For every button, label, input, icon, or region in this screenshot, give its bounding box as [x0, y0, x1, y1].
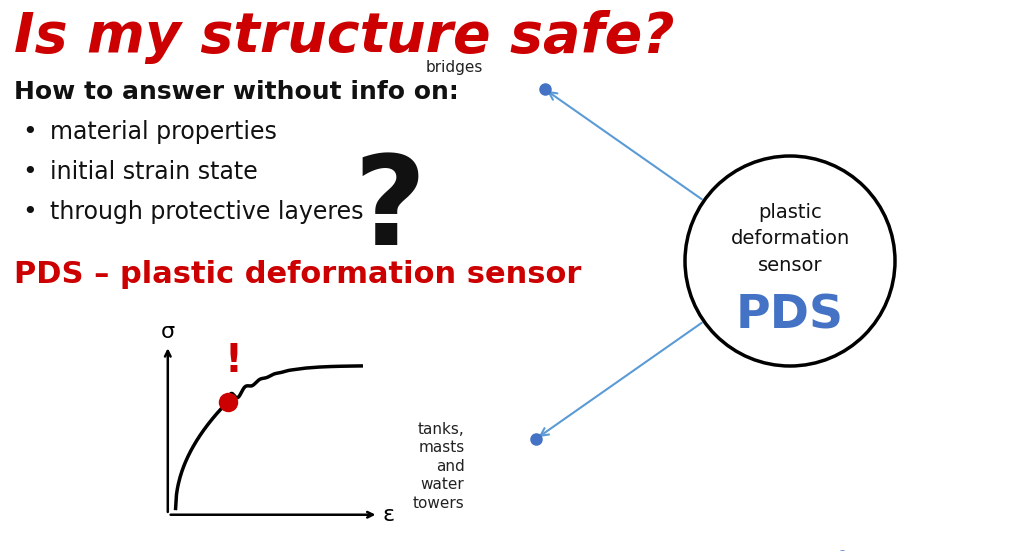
Text: through protective layeres: through protective layeres	[50, 200, 364, 224]
Text: •: •	[22, 160, 37, 184]
Text: initial strain state: initial strain state	[50, 160, 258, 184]
Text: plastic
deformation
sensor: plastic deformation sensor	[730, 203, 850, 275]
Text: •: •	[22, 120, 37, 144]
Text: ε: ε	[382, 505, 394, 525]
Text: How to answer without info on:: How to answer without info on:	[14, 80, 459, 104]
Text: PDS: PDS	[736, 294, 844, 338]
Text: tanks,
masts
and
water
towers: tanks, masts and water towers	[413, 422, 465, 511]
Text: material properties: material properties	[50, 120, 276, 144]
Text: PDS – plastic deformation sensor: PDS – plastic deformation sensor	[14, 260, 582, 289]
Text: σ: σ	[161, 322, 175, 342]
Text: bridges: bridges	[426, 60, 483, 74]
Text: !: !	[224, 342, 243, 380]
Text: Is my structure safe?: Is my structure safe?	[14, 10, 675, 64]
Text: ?: ?	[353, 150, 426, 271]
Text: •: •	[22, 200, 37, 224]
